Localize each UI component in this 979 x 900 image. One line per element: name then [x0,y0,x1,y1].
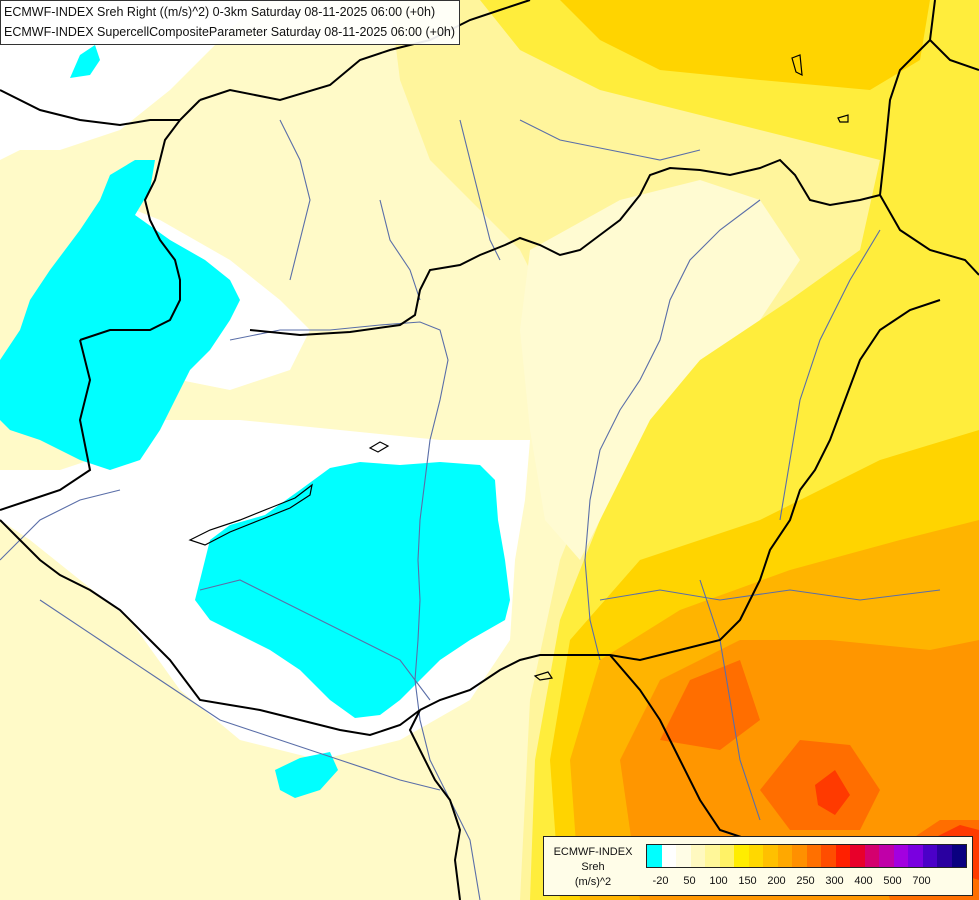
river-drava [199,579,431,701]
legend-tick-label: 500 [883,875,902,887]
legend-title-variable: Sreh [581,861,605,873]
river-east [779,229,881,521]
legend-swatch [690,845,705,867]
legend-swatch [908,845,923,867]
legend-tick-label: 150 [738,875,757,887]
river-mures [599,589,941,601]
legend-swatch [763,845,778,867]
legend-ticks: -20 50 100 150 200 250 300 400 500 700 [646,875,966,891]
legend-tick-label: 700 [912,875,931,887]
border-croatia-serbia [408,709,462,900]
legend-swatch [821,845,836,867]
river-vah [459,119,501,261]
legend-tick-label: 250 [796,875,815,887]
legend-swatch [705,845,720,867]
border-romania-moldova [929,39,979,71]
legend-swatch [951,845,966,867]
river-danube [229,321,481,900]
legend-swatch [864,845,879,867]
legend-title: ECMWF-INDEX Sreh (m/s)^2 [548,845,638,890]
field-cyan-central [195,462,510,718]
map-title-line1: ECMWF-INDEX Sreh Right ((m/s)^2) 0-3km S… [4,5,436,19]
legend-swatch [806,845,821,867]
legend-swatch [748,845,763,867]
border-hungary-east [879,194,979,276]
field-orange-dark [660,660,979,900]
map-title-box: ECMWF-INDEX Sreh Right ((m/s)^2) 0-3km S… [0,0,461,45]
river-morava [279,119,311,281]
legend-title-model: ECMWF-INDEX [553,846,633,858]
legend-tick-label: 100 [709,875,728,887]
legend-swatch [893,845,908,867]
legend-swatch [661,845,676,867]
river-north [519,119,701,161]
legend-color-bar [646,844,967,868]
border-slovenia-croatia [0,519,421,737]
map-title-line2: ECMWF-INDEX SupercellCompositeParameter … [4,25,456,39]
lake-balaton [188,483,313,546]
field-pale-core [520,180,800,560]
field-cyan-northwest [0,160,240,470]
lake-small-4 [837,114,849,123]
border-austria-hungary [79,99,201,341]
legend-swatch [792,845,807,867]
legend-swatch [850,845,865,867]
river-sava [39,599,441,791]
legend-swatch [937,845,952,867]
border-czech [199,0,531,102]
legend-swatch [734,845,749,867]
legend-tick-label: 200 [767,875,786,887]
legend-tick-label: -20 [652,875,669,887]
river-hron [379,199,421,301]
lake-small-3 [791,54,803,77]
legend-swatch [879,845,894,867]
legend-swatch [676,845,691,867]
field-gold-north [560,0,930,90]
border-hungary-romania [419,299,941,711]
legend-swatch [647,845,662,867]
legend-tick-label: 400 [854,875,873,887]
lake-small-1 [368,441,390,453]
border-northeast [879,0,936,196]
legend-tick-label: 300 [825,875,844,887]
border-slovakia-hungary [249,158,881,337]
legend-tick-label: 50 [683,875,696,887]
legend-swatch [719,845,734,867]
border-austria-slovenia [0,339,92,511]
rivers [0,119,941,900]
legend-swatch [835,845,850,867]
field-cyan-south [275,752,338,798]
lake-small-2 [533,671,554,681]
legend-title-unit: (m/s)^2 [574,876,612,888]
border-austria-czech [0,89,180,127]
field-cyan-fleck [70,45,100,78]
river-olt [699,579,761,821]
lakes [188,54,849,681]
legend-swatch [777,845,792,867]
color-legend: ECMWF-INDEX Sreh (m/s)^2 -20 50 100 150 200 2… [543,836,973,896]
legend-swatch [922,845,937,867]
river-tisza [584,199,761,661]
